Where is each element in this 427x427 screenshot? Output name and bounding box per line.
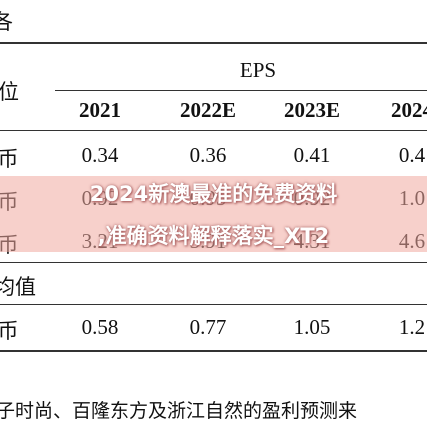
overlay-text: 2024新澳最准的免费资料 [89, 182, 338, 206]
avg-label: 均值 [0, 275, 36, 299]
column-header: 2023E [283, 98, 341, 122]
rule [0, 262, 427, 263]
column-header: 2022E [179, 98, 237, 122]
cell: 0.77 [189, 315, 227, 339]
unit-header: 位 [0, 80, 19, 104]
caption: 各 [0, 10, 13, 34]
group-header: EPS [239, 58, 277, 82]
rule [0, 304, 427, 305]
footnote: 子时尚、百隆东方及浙江自然的盈利预测来 [0, 401, 358, 422]
row-label: 币 [0, 147, 19, 171]
cell: 0.36 [189, 143, 227, 167]
rule [0, 42, 427, 44]
cell: 0.58 [81, 315, 119, 339]
rule [55, 90, 427, 91]
cell: 1.05 [293, 315, 331, 339]
column-header: 2021 [79, 98, 121, 122]
cell: 0.4 [398, 143, 426, 167]
rule [0, 130, 427, 131]
row-label: 币 [0, 319, 19, 343]
cell: 0.41 [293, 143, 331, 167]
cell: 0.34 [81, 143, 119, 167]
column-header: 2024 [391, 98, 427, 122]
cell: 1.2 [398, 315, 426, 339]
overlay-text: ,准确资料解释落实_XT2 [97, 224, 330, 248]
overlay-band [0, 176, 427, 252]
rule [0, 350, 427, 352]
